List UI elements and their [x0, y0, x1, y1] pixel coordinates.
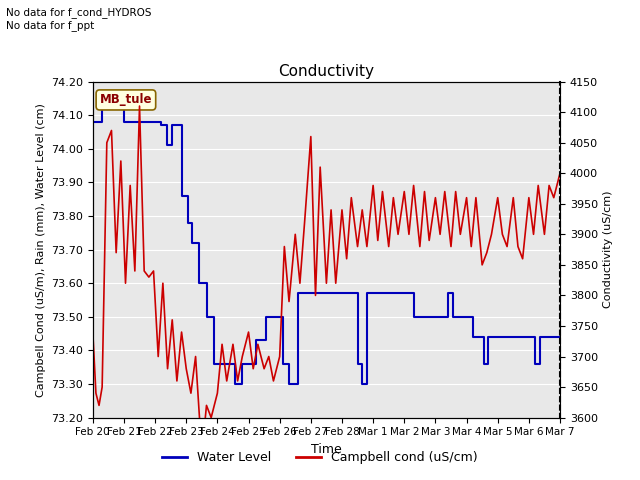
- Text: MB_tule: MB_tule: [100, 94, 152, 107]
- Y-axis label: Conductivity (uS/cm): Conductivity (uS/cm): [604, 191, 613, 308]
- Legend: Water Level, Campbell cond (uS/cm): Water Level, Campbell cond (uS/cm): [157, 446, 483, 469]
- Text: No data for f_cond_HYDROS: No data for f_cond_HYDROS: [6, 7, 152, 18]
- Y-axis label: Campbell Cond (uS/m), Rain (mm), Water Level (cm): Campbell Cond (uS/m), Rain (mm), Water L…: [36, 103, 45, 396]
- Title: Conductivity: Conductivity: [278, 64, 374, 79]
- X-axis label: Time: Time: [311, 443, 342, 456]
- Text: No data for f_ppt: No data for f_ppt: [6, 20, 95, 31]
